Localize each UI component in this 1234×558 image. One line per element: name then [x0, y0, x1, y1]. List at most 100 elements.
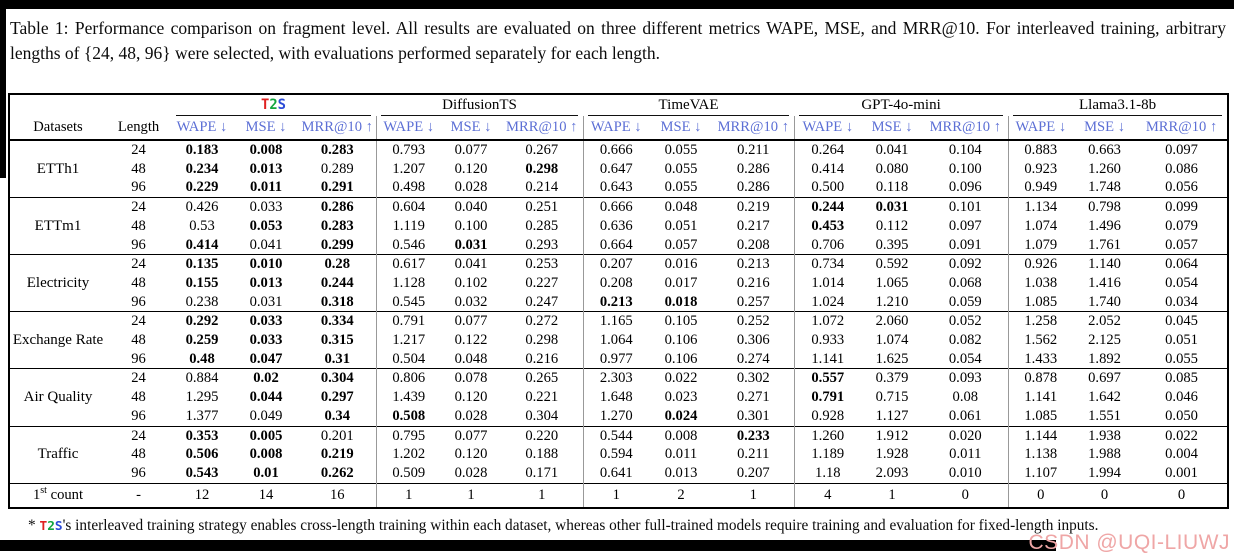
metric-cell: 0.883 — [1007, 140, 1074, 160]
metric-cell: 0.299 — [320, 236, 354, 253]
metric-cell: 0.706 — [793, 235, 862, 255]
metric-cell: 0.453 — [793, 216, 862, 236]
metric-cell: 0.500 — [793, 178, 862, 198]
metric-cell: 1.740 — [1088, 293, 1121, 310]
left-black-bar — [0, 0, 6, 178]
metric-cell: 1.134 — [1007, 197, 1074, 217]
model-group-header: DiffusionTS — [376, 94, 583, 116]
metric-cell: 0.291 — [320, 179, 354, 196]
metric-cell: 0.100 — [454, 217, 488, 234]
metric-cell: 0.048 — [454, 350, 488, 367]
count-cell: 2 — [677, 486, 685, 503]
metric-cell: 0.022 — [1165, 427, 1198, 444]
col-header-metric: MSE ↓ — [233, 116, 299, 141]
metric-cell: 0.229 — [185, 179, 219, 196]
table-body: ETTh1 24 0.183 0.008 0.283 0.793 0.077 0.267 0.6… — [9, 140, 1229, 508]
metric-cell: 0.033 — [249, 332, 283, 349]
length-cell: 96 — [131, 293, 146, 310]
table-caption: Table 1: Performance comparison on fragm… — [10, 18, 1226, 63]
metric-cell: 0.011 — [949, 446, 982, 463]
metric-cell: 1.074 — [875, 332, 909, 349]
metric-cell: 1.260 — [793, 426, 862, 446]
metric-cell: 0.033 — [249, 313, 283, 330]
metric-cell: 0.024 — [664, 407, 698, 424]
count-cell: 1 — [375, 483, 441, 508]
length-cell: 24 — [131, 370, 146, 387]
metric-cell: 0.101 — [948, 199, 982, 216]
metric-cell: 0.213 — [582, 292, 650, 312]
col-header-length: Length — [106, 116, 171, 141]
metric-cell: 0.508 — [375, 406, 441, 427]
metric-cell: 0.592 — [875, 256, 909, 273]
metric-cell: 0.050 — [1165, 407, 1198, 424]
metric-cell: 0.301 — [736, 407, 770, 424]
metric-cell: 0.048 — [664, 199, 698, 216]
metric-cell: 1.988 — [1088, 446, 1121, 463]
length-cell: 48 — [131, 217, 146, 234]
col-header-metric: MSE ↓ — [1073, 116, 1137, 141]
metric-cell: 0.933 — [793, 331, 862, 350]
metric-cell: 0.238 — [185, 293, 219, 310]
metric-cell: 1.141 — [793, 349, 862, 369]
metric-cell: 0.213 — [736, 256, 770, 273]
metric-cell: 0.504 — [375, 349, 441, 369]
metric-cell: 0.643 — [582, 178, 650, 198]
metric-cell: 0.049 — [249, 407, 283, 424]
metric-cell: 0.045 — [1165, 313, 1198, 330]
metric-cell: 0.253 — [525, 256, 559, 273]
metric-cell: 0.734 — [793, 254, 862, 274]
col-header-metric: MRR@10 ↑ — [299, 116, 376, 141]
metric-cell: 0.884 — [185, 370, 219, 387]
metric-cell: 1.270 — [582, 406, 650, 427]
count-length-cell: - — [136, 486, 141, 503]
metric-cell: 1.127 — [875, 407, 909, 424]
metric-cell: 0.244 — [320, 274, 354, 291]
dataset-label: Air Quality — [23, 389, 93, 406]
metric-cell: 0.105 — [664, 313, 698, 330]
metric-cell: 0.077 — [454, 427, 488, 444]
metric-cell: 0.791 — [793, 388, 862, 407]
count-cell: 0 — [1100, 486, 1109, 503]
metric-cell: 0.033 — [249, 199, 283, 216]
metric-cell: 0.264 — [793, 140, 862, 160]
metric-cell: 1.065 — [875, 274, 909, 291]
t2s-letter: 2 — [47, 519, 55, 534]
metric-cell: 0.183 — [185, 142, 219, 158]
metric-cell: 0.054 — [1165, 274, 1198, 291]
col-header-metric: MRR@10 ↑ — [923, 116, 1009, 141]
metric-cell: 0.544 — [582, 426, 650, 446]
metric-cell: 0.274 — [736, 350, 770, 367]
metric-cell: 1.912 — [875, 427, 909, 444]
metric-cell: 0.31 — [324, 350, 351, 367]
metric-cell: 0.099 — [1165, 199, 1198, 216]
metric-cell: 0.793 — [375, 140, 441, 160]
length-cell: 96 — [131, 350, 146, 367]
metric-cell: 0.298 — [525, 160, 559, 177]
metric-cell: 0.097 — [948, 217, 982, 234]
metric-cell: 0.011 — [664, 446, 698, 463]
metric-cell: 0.010 — [948, 464, 982, 481]
metric-cell: 1.140 — [1088, 256, 1121, 273]
metric-cell: 0.795 — [375, 426, 441, 446]
metric-cell: 0.271 — [736, 389, 770, 406]
metric-cell: 0.217 — [736, 217, 770, 234]
count-row-label: 1st count — [32, 484, 84, 503]
metric-cell: 0.928 — [793, 406, 862, 427]
metric-cell: 0.923 — [1007, 159, 1074, 179]
count-cell: 4 — [793, 483, 862, 508]
col-header-metric: MSE ↓ — [649, 116, 714, 141]
metric-cell: 1.377 — [185, 407, 219, 424]
metric-cell: 0.220 — [525, 427, 559, 444]
metric-cell: 0.379 — [875, 370, 909, 387]
metric-cell: 0.48 — [189, 350, 215, 367]
count-cell: 1 — [538, 486, 546, 503]
metric-cell: 0.022 — [664, 370, 698, 387]
metric-cell: 1.138 — [1007, 445, 1074, 464]
metric-cell: 0.244 — [793, 197, 862, 217]
metric-cell: 0.252 — [736, 313, 770, 330]
metric-cell: 0.057 — [664, 236, 698, 253]
metric-cell: 0.011 — [249, 179, 283, 196]
metric-cell: 0.044 — [249, 389, 283, 406]
metric-cell: 1.748 — [1088, 179, 1121, 196]
